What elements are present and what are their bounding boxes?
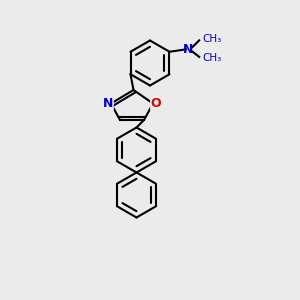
Text: CH₃: CH₃ xyxy=(203,53,222,63)
Text: O: O xyxy=(151,97,161,110)
Text: CH₃: CH₃ xyxy=(203,34,222,44)
Text: N: N xyxy=(183,43,194,56)
Text: N: N xyxy=(103,97,113,110)
